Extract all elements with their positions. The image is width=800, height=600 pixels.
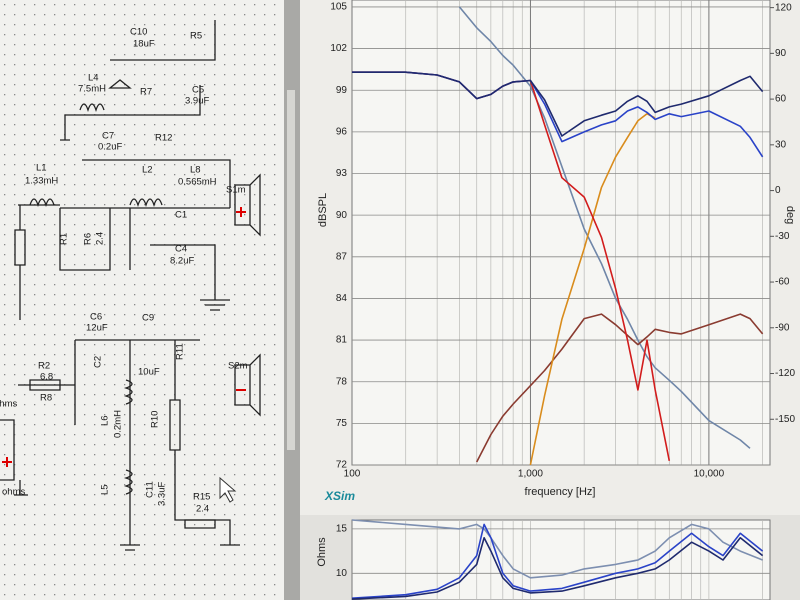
component-value[interactable]: 8.2uF bbox=[170, 256, 194, 267]
y2-tick-label: -90 bbox=[775, 322, 790, 333]
y-tick-label: 10 bbox=[336, 568, 348, 579]
y-tick-label: 15 bbox=[336, 524, 348, 535]
component-value[interactable]: 0.2uF bbox=[98, 142, 122, 153]
y-axis-label: Ohms bbox=[316, 537, 328, 567]
component-value[interactable]: 1.33mH bbox=[25, 176, 58, 187]
response-curve bbox=[529, 113, 656, 466]
schematic-labels: C10 18uF R5 L4 7.5mH R7 C5 3.9uF C7 0.2u… bbox=[0, 27, 248, 515]
y-tick-label: 78 bbox=[336, 376, 348, 387]
component-label[interactable]: R10 bbox=[150, 411, 161, 428]
y-tick-label: 102 bbox=[330, 43, 347, 54]
source-label[interactable]: ohms bbox=[0, 399, 17, 410]
x-tick-label: 1,000 bbox=[518, 469, 543, 480]
component-label[interactable]: C1 bbox=[175, 210, 187, 221]
component-label[interactable]: C5 bbox=[192, 85, 204, 96]
y2-tick-label: 60 bbox=[775, 94, 787, 105]
component-value[interactable]: 7.5mH bbox=[78, 84, 106, 95]
component-value[interactable]: 10uF bbox=[138, 367, 160, 378]
impedance-plot-area bbox=[351, 519, 771, 600]
y2-tick-label: -120 bbox=[775, 368, 795, 379]
component-label[interactable]: R7 bbox=[140, 87, 152, 98]
response-curve bbox=[351, 519, 763, 579]
component-label[interactable]: R8 bbox=[40, 393, 52, 404]
y-tick-label: 72 bbox=[336, 460, 348, 471]
response-curve bbox=[475, 313, 764, 463]
component-label[interactable]: S1m bbox=[226, 185, 246, 196]
scrollbar-thumb[interactable] bbox=[287, 90, 295, 450]
y-tick-label: 99 bbox=[336, 85, 348, 96]
response-curve bbox=[351, 537, 764, 600]
component-label[interactable]: C7 bbox=[102, 131, 114, 142]
x-tick-label: 10,000 bbox=[694, 469, 725, 480]
component-label[interactable]: R5 bbox=[190, 31, 202, 42]
component-value[interactable]: 18uF bbox=[133, 39, 155, 50]
y2-tick-label: 90 bbox=[775, 48, 787, 59]
component-label[interactable]: R6 bbox=[83, 233, 94, 245]
component-label[interactable]: C4 bbox=[175, 244, 187, 255]
component-value[interactable]: 0.2mH bbox=[113, 410, 124, 438]
component-value[interactable]: 2.4 bbox=[196, 504, 209, 515]
component-value[interactable]: 3.3uF bbox=[157, 482, 168, 506]
y-axis-label: dBSPL bbox=[317, 193, 329, 227]
y-tick-label: 75 bbox=[336, 418, 348, 429]
component-label[interactable]: L5 bbox=[100, 484, 111, 495]
component-label[interactable]: L1 bbox=[36, 163, 47, 174]
y-tick-label: 84 bbox=[336, 293, 348, 304]
speaker-polarity bbox=[236, 207, 246, 391]
y-tick-label: 87 bbox=[336, 251, 348, 262]
y-tick-label: 93 bbox=[336, 168, 348, 179]
response-curve bbox=[351, 523, 764, 599]
y2-tick-label: -150 bbox=[775, 414, 795, 425]
response-curve bbox=[458, 6, 751, 449]
y2-tick-label: 120 bbox=[775, 2, 792, 13]
x-axis-label: frequency [Hz] bbox=[525, 486, 596, 498]
y2-tick-label: 30 bbox=[775, 139, 787, 150]
y2-tick-label: 0 bbox=[775, 185, 781, 196]
component-label[interactable]: C6 bbox=[90, 312, 102, 323]
y-tick-label: 90 bbox=[336, 210, 348, 221]
component-label[interactable]: R15 bbox=[193, 492, 210, 503]
component-label[interactable]: L8 bbox=[190, 165, 201, 176]
source-polarity bbox=[2, 457, 12, 467]
y-tick-label: 81 bbox=[336, 335, 348, 346]
y2-tick-label: -30 bbox=[775, 231, 790, 242]
mouse-cursor bbox=[219, 476, 237, 503]
response-curve bbox=[352, 71, 764, 137]
source-label[interactable]: ohms bbox=[2, 487, 25, 498]
component-label[interactable]: C11 bbox=[145, 481, 156, 498]
app-brand: XSim bbox=[324, 489, 355, 503]
y2-tick-label: -60 bbox=[775, 277, 790, 288]
component-label[interactable]: L6 bbox=[100, 415, 111, 426]
y2-axis-label: deg bbox=[784, 206, 796, 224]
component-label[interactable]: L2 bbox=[142, 165, 153, 176]
component-label[interactable]: R11 bbox=[175, 343, 186, 360]
component-label[interactable]: C2 bbox=[93, 356, 104, 368]
component-label[interactable]: S2m bbox=[228, 361, 248, 372]
x-tick-label: 100 bbox=[344, 469, 361, 480]
component-label[interactable]: C10 bbox=[130, 27, 147, 38]
schematic-grid bbox=[0, 0, 284, 600]
component-label[interactable]: L4 bbox=[88, 73, 99, 84]
component-label[interactable]: R1 bbox=[59, 233, 70, 245]
component-value[interactable]: 3.9uF bbox=[185, 96, 209, 107]
component-value[interactable]: 2.4 bbox=[95, 232, 106, 245]
component-label[interactable]: R2 bbox=[38, 361, 50, 372]
component-value[interactable]: 12uF bbox=[86, 323, 108, 334]
y-tick-label: 105 bbox=[330, 2, 347, 13]
schematic-wires bbox=[0, 20, 261, 551]
component-label[interactable]: C9 bbox=[142, 313, 154, 324]
spl-plot-area bbox=[351, 0, 771, 466]
component-label[interactable]: R12 bbox=[155, 133, 172, 144]
component-value[interactable]: 6.8 bbox=[40, 372, 53, 383]
y-tick-label: 96 bbox=[336, 127, 348, 138]
component-value[interactable]: 0.565mH bbox=[178, 177, 217, 188]
